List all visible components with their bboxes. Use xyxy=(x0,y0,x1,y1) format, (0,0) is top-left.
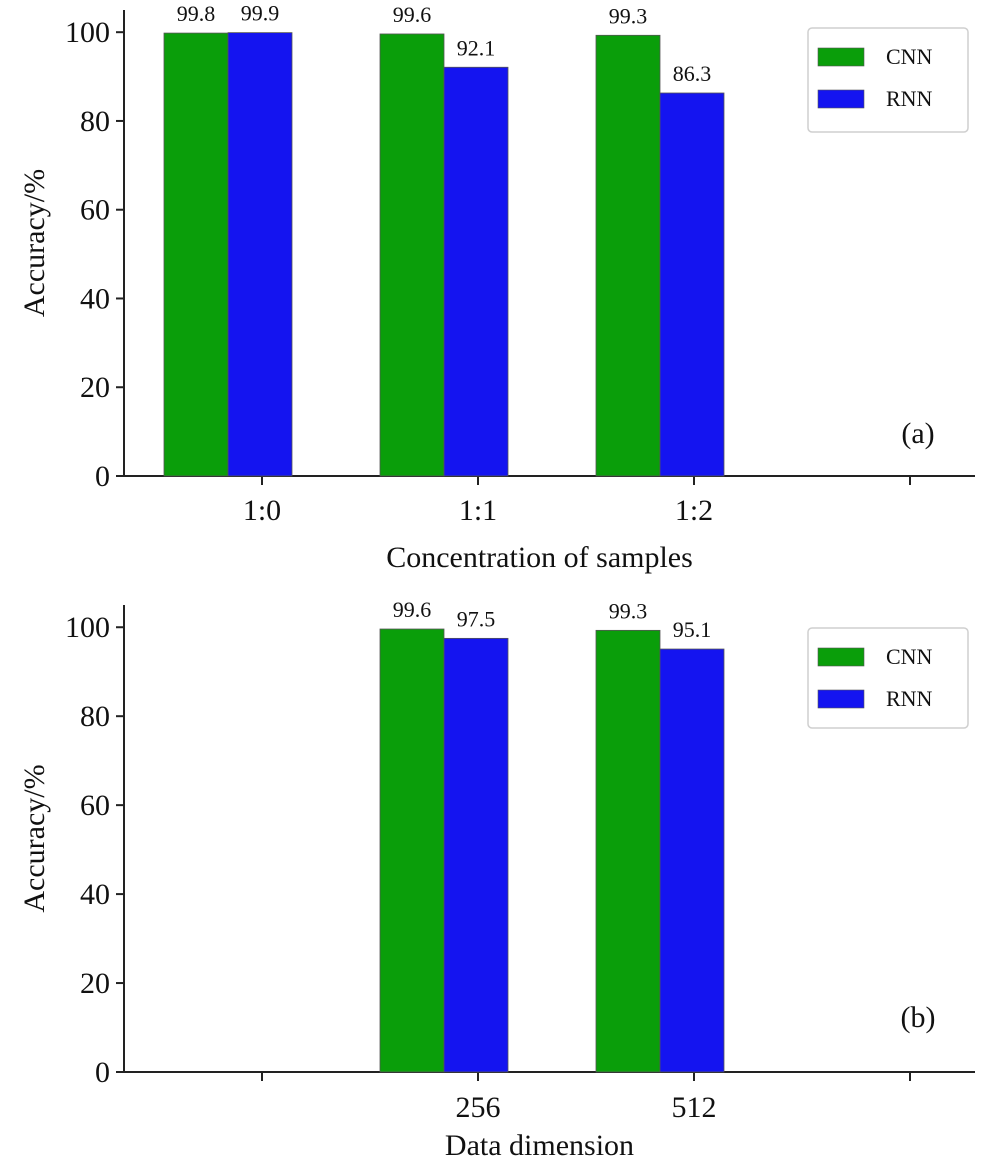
x-tick-label: 1:1 xyxy=(459,494,497,527)
x-tick-label: 256 xyxy=(456,1091,501,1124)
y-axis-title: Accuracy/% xyxy=(18,764,51,912)
y-tick-label: 80 xyxy=(80,105,110,138)
bar-value-label: 97.5 xyxy=(457,606,496,631)
panel-b: 0 20 40 60 80 100 256 512 99.6 99.3 97.5 95.1 Data d… xyxy=(18,597,975,1162)
panel-tag: (a) xyxy=(901,417,934,450)
legend-swatch-cnn xyxy=(817,47,865,67)
y-tick-label: 80 xyxy=(80,700,110,733)
bar-cnn xyxy=(163,32,229,477)
y-tick-label: 40 xyxy=(80,282,110,315)
x-tick-label: 1:0 xyxy=(243,494,281,527)
legend-swatch-rnn xyxy=(817,689,865,709)
bar-value-label: 92.1 xyxy=(457,35,496,60)
bar-rnn xyxy=(443,637,509,1073)
bar-rnn xyxy=(443,66,509,477)
legend xyxy=(807,627,969,729)
y-tick-label: 20 xyxy=(80,371,110,404)
bar-cnn xyxy=(379,33,445,477)
panel-tag: (b) xyxy=(901,1001,936,1034)
bar-value-label: 99.9 xyxy=(241,1,280,26)
y-tick-label: 60 xyxy=(80,194,110,227)
legend-label-rnn: RNN xyxy=(886,86,933,111)
legend-label-cnn: CNN xyxy=(886,644,933,669)
legend-swatch-cnn xyxy=(817,647,865,667)
bar-value-label: 86.3 xyxy=(673,61,712,86)
x-axis-title: Concentration of samples xyxy=(386,541,693,574)
bar-cnn xyxy=(595,34,661,477)
x-tick-label: 1:2 xyxy=(675,494,713,527)
legend-swatch-rnn xyxy=(817,89,865,109)
bar-rnn xyxy=(659,648,725,1073)
bar-value-label: 99.3 xyxy=(609,598,648,623)
y-axis-title: Accuracy/% xyxy=(18,169,51,317)
bar-value-label: 99.8 xyxy=(177,1,216,26)
bar-value-label: 99.3 xyxy=(609,3,648,28)
bar-value-label: 99.6 xyxy=(393,597,432,622)
bar-rnn xyxy=(659,92,725,477)
bar-value-label: 95.1 xyxy=(673,617,712,642)
y-tick-label: 0 xyxy=(95,460,110,493)
legend-label-cnn: CNN xyxy=(886,44,933,69)
x-tick-label: 512 xyxy=(672,1091,717,1124)
bar-rnn xyxy=(227,32,293,477)
x-axis-title: Data dimension xyxy=(445,1129,634,1162)
bar-cnn xyxy=(595,629,661,1073)
legend-label-rnn: RNN xyxy=(886,686,933,711)
y-tick-label: 20 xyxy=(80,967,110,1000)
y-tick-label: 100 xyxy=(65,611,110,644)
y-tick-label: 60 xyxy=(80,789,110,822)
bar-value-label: 99.6 xyxy=(393,2,432,27)
y-tick-label: 0 xyxy=(95,1056,110,1089)
y-tick-label: 40 xyxy=(80,878,110,911)
panel-a: 0 20 40 60 80 100 1:0 1:1 1:2 99.8 99.6 99.3 99.9 92.… xyxy=(18,1,975,574)
bar-cnn xyxy=(379,628,445,1073)
y-tick-label: 100 xyxy=(65,16,110,49)
